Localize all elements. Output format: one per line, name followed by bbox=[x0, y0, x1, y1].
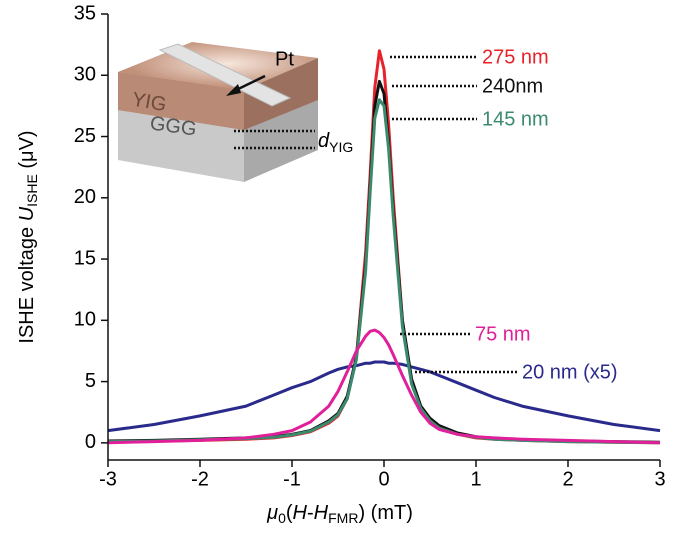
inset-diagram: Pt YIG GGG dYIG bbox=[118, 42, 353, 182]
ggg-front bbox=[118, 110, 244, 182]
y-label-part: ISHE bbox=[24, 174, 40, 207]
x-tick-label: -2 bbox=[191, 468, 209, 490]
x-tick-label: -1 bbox=[283, 468, 301, 490]
y-tick-label: 15 bbox=[74, 247, 96, 269]
x-label-part: ) (mT) bbox=[358, 502, 412, 524]
y-tick-label: 0 bbox=[85, 431, 96, 453]
y-tick-label: 10 bbox=[74, 309, 96, 331]
x-label-part: 0 bbox=[278, 510, 286, 526]
y-tick-label: 35 bbox=[74, 2, 96, 24]
thickness-subscript: YIG bbox=[329, 139, 353, 155]
y-label-part: ISHE voltage bbox=[16, 221, 38, 343]
x-label-part: ( bbox=[286, 502, 293, 524]
x-tick-label: 0 bbox=[378, 468, 389, 490]
x-axis-label: μ0(H-HFMR) (mT) bbox=[266, 502, 413, 525]
series-label: 145 nm bbox=[482, 108, 549, 130]
x-tick-label: -3 bbox=[99, 468, 117, 490]
pt-arrowhead bbox=[226, 84, 241, 96]
y-label-part: U bbox=[16, 206, 38, 221]
x-label-part: H bbox=[314, 502, 329, 524]
x-tick-label: 3 bbox=[654, 468, 665, 490]
thickness-label: dYIG bbox=[318, 130, 353, 154]
x-label-part: μ bbox=[266, 502, 278, 524]
x-label-part: H bbox=[293, 502, 308, 524]
x-tick-label: 1 bbox=[470, 468, 481, 490]
y-axis-label: ISHE voltage UISHE (μV) bbox=[16, 130, 39, 343]
series-label: 275 nm bbox=[482, 46, 549, 68]
ggg-side bbox=[244, 100, 318, 182]
series-label: 20 nm (x5) bbox=[522, 361, 618, 383]
x-tick-label: 2 bbox=[562, 468, 573, 490]
y-label-part: (μV) bbox=[16, 130, 38, 174]
yig-layer bbox=[118, 72, 244, 130]
x-label-part: FMR bbox=[328, 510, 358, 526]
y-tick-label: 5 bbox=[85, 370, 96, 392]
series-label: 75 nm bbox=[475, 323, 531, 345]
series-label: 240nm bbox=[482, 75, 543, 97]
y-tick-label: 30 bbox=[74, 64, 96, 86]
data-line bbox=[107, 360, 661, 433]
y-tick-label: 25 bbox=[74, 125, 96, 147]
data-line bbox=[107, 328, 661, 445]
pt-label: Pt bbox=[275, 48, 294, 70]
thickness-symbol: d bbox=[318, 130, 330, 152]
plot-area bbox=[107, 49, 661, 445]
x-label-part: - bbox=[307, 502, 314, 524]
y-tick-label: 20 bbox=[74, 186, 96, 208]
